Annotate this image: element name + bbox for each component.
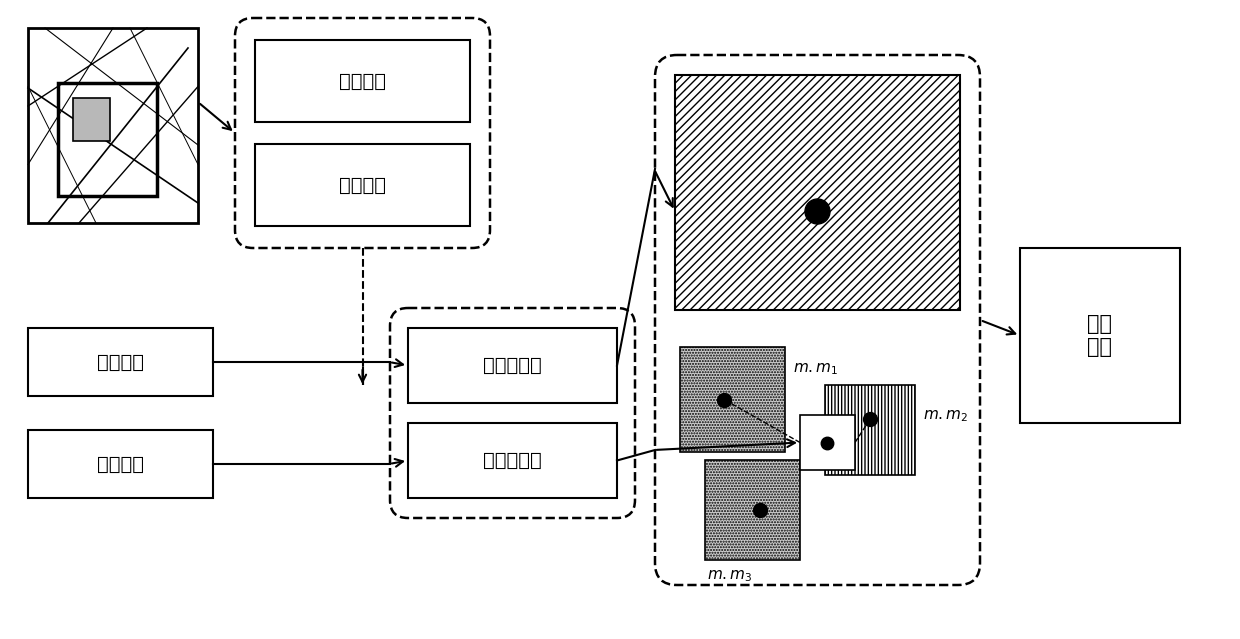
- Bar: [29, 328, 213, 396]
- Text: 目标地区: 目标地区: [97, 353, 144, 371]
- Text: 特征
向量: 特征 向量: [1087, 314, 1112, 357]
- Bar: [255, 144, 470, 226]
- Bar: [73, 98, 110, 141]
- Bar: [29, 430, 213, 498]
- Text: $m.m_3$: $m.m_3$: [707, 568, 753, 584]
- Bar: [800, 415, 856, 470]
- Text: 地形分布: 地形分布: [339, 72, 386, 91]
- Bar: [1021, 248, 1180, 423]
- Text: 目标数据集: 目标数据集: [484, 356, 542, 375]
- Text: 周边地区: 周边地区: [97, 454, 144, 473]
- Bar: [680, 347, 785, 452]
- Bar: [825, 385, 915, 475]
- Text: 辅助数据集: 辅助数据集: [484, 451, 542, 470]
- Text: $m.m_1$: $m.m_1$: [794, 361, 838, 377]
- FancyBboxPatch shape: [655, 55, 980, 585]
- Bar: [58, 83, 156, 196]
- Bar: [408, 423, 618, 498]
- FancyBboxPatch shape: [236, 18, 490, 248]
- Bar: [255, 40, 470, 122]
- Bar: [706, 460, 800, 560]
- FancyBboxPatch shape: [391, 308, 635, 518]
- Text: $m.m_2$: $m.m_2$: [923, 409, 968, 424]
- Text: 主要地形: 主要地形: [339, 176, 386, 194]
- Bar: [29, 28, 198, 223]
- Bar: [29, 28, 198, 223]
- Bar: [675, 75, 960, 310]
- Bar: [408, 328, 618, 403]
